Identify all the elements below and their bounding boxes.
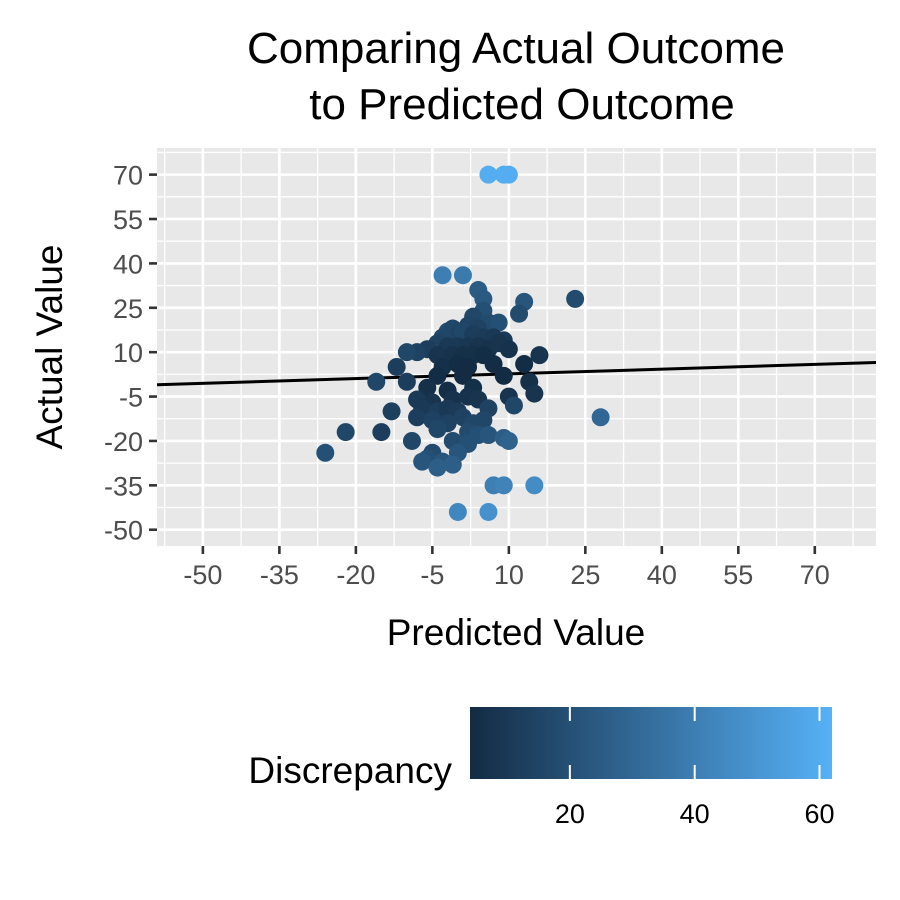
data-point [494, 476, 513, 495]
data-point [428, 458, 447, 477]
data-point [591, 408, 610, 427]
x-tick-label: 10 [494, 560, 524, 590]
data-point [316, 443, 335, 462]
legend-tick-label: 20 [555, 799, 585, 829]
y-tick-label: 25 [113, 294, 143, 324]
y-tick-label: -20 [104, 427, 143, 457]
data-point [387, 357, 406, 376]
x-tick-label: -35 [260, 560, 299, 590]
data-point [448, 502, 467, 521]
x-tick-label: 55 [723, 560, 753, 590]
y-tick-label: 40 [113, 249, 143, 279]
y-tick-label: -35 [104, 471, 143, 501]
data-point [418, 378, 437, 397]
fit-line [157, 361, 876, 387]
x-axis: -50 -35 -20 -5 10 25 40 55 70 [183, 546, 830, 590]
legend-tick-label: 60 [804, 799, 834, 829]
fit-line-group [157, 361, 876, 387]
data-point [336, 423, 355, 442]
data-point [525, 476, 544, 495]
data-point [367, 372, 386, 391]
points-group [316, 165, 610, 521]
x-tick-label: -5 [420, 560, 444, 590]
x-tick-label: -50 [183, 560, 222, 590]
data-point [504, 396, 523, 415]
y-tick-label: 55 [113, 205, 143, 235]
data-point [515, 355, 534, 374]
data-point [525, 384, 544, 403]
y-tick-label: -50 [104, 516, 143, 546]
legend-ticks: 20 40 60 [555, 707, 835, 829]
y-tick-label: -5 [119, 383, 143, 413]
data-point [479, 426, 498, 445]
x-tick-label: 40 [647, 560, 677, 590]
x-tick-label: -20 [336, 560, 375, 590]
data-point [428, 366, 447, 385]
chart-title-line-2: to Predicted Outcome [309, 80, 735, 129]
legend-tick-label: 40 [680, 799, 710, 829]
data-point [397, 372, 416, 391]
data-point [510, 304, 529, 323]
data-point [408, 408, 427, 427]
y-axis: -50 -35 -20 -5 10 25 40 55 70 [104, 161, 157, 546]
data-point [479, 502, 498, 521]
data-point [443, 455, 462, 474]
data-point [453, 366, 472, 385]
y-axis-title: Actual Value [29, 245, 70, 450]
data-point [530, 346, 549, 365]
data-point [489, 313, 508, 332]
data-point [428, 420, 447, 439]
color-legend: Discrepancy 20 40 60 [248, 707, 835, 829]
data-point [499, 165, 518, 184]
legend-title: Discrepancy [248, 750, 452, 791]
data-point [413, 452, 432, 471]
data-point [499, 431, 518, 450]
x-tick-label: 25 [570, 560, 600, 590]
chart-title-line-1: Comparing Actual Outcome [247, 24, 785, 73]
x-axis-title: Predicted Value [387, 612, 645, 653]
data-point [397, 343, 416, 362]
data-point [402, 431, 421, 450]
data-point [453, 266, 472, 285]
y-tick-label: 70 [113, 161, 143, 191]
data-point [382, 402, 401, 421]
y-tick-label: 10 [113, 338, 143, 368]
data-point [566, 289, 585, 308]
x-tick-label: 70 [800, 560, 830, 590]
data-point [494, 366, 513, 385]
data-point [484, 355, 503, 374]
legend-colorbar [470, 707, 832, 779]
data-point [433, 266, 452, 285]
data-point [499, 340, 518, 359]
data-point [479, 165, 498, 184]
data-point [372, 423, 391, 442]
data-point [474, 411, 493, 430]
